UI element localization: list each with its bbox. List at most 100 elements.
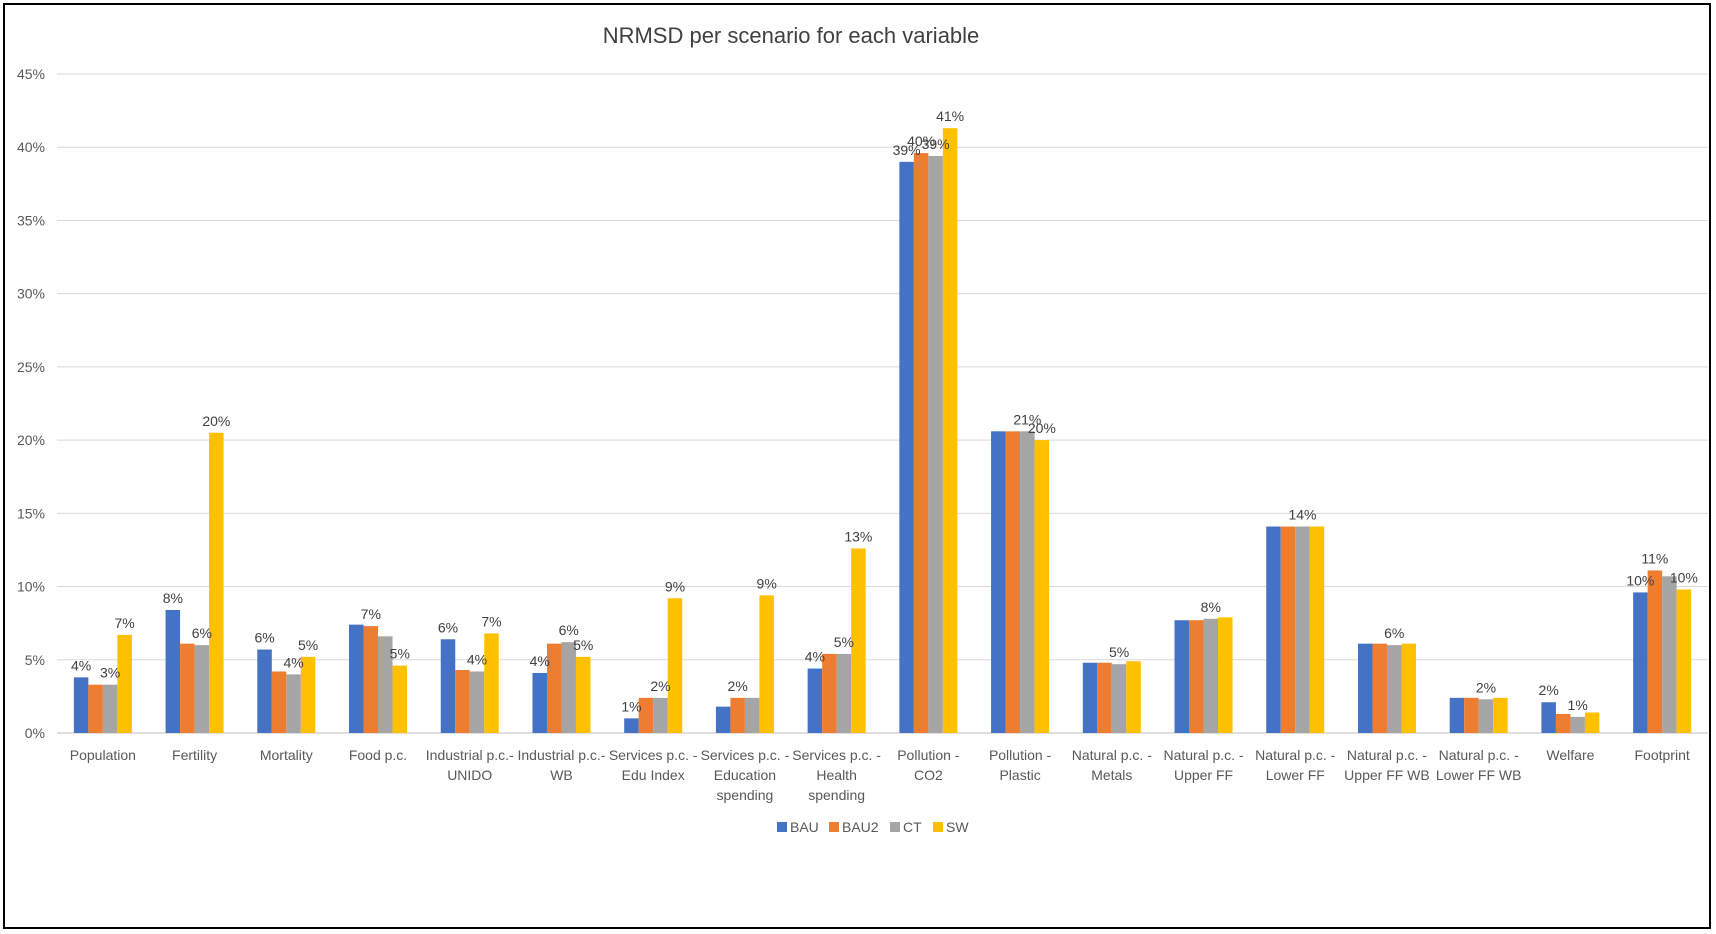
bar-bau-13	[1266, 526, 1281, 733]
bar-sw-2	[300, 656, 316, 733]
data-label: 2%	[650, 678, 670, 694]
bar-bau-1	[165, 609, 181, 733]
data-label: 4%	[530, 653, 550, 669]
data-label: 20%	[1028, 420, 1056, 436]
chart-title: NRMSD per scenario for each variable	[603, 23, 980, 48]
x-tick-label: Welfare	[1546, 747, 1594, 763]
bar-sw-6	[667, 598, 683, 733]
y-tick-label: 40%	[17, 139, 45, 155]
bar-bau-11	[1082, 662, 1098, 733]
bar-bau-6	[624, 718, 639, 733]
y-tick-label: 30%	[17, 286, 45, 302]
bar-bau2-13	[1280, 526, 1296, 733]
bar-sw-14	[1401, 643, 1416, 733]
data-label: 9%	[757, 575, 777, 591]
data-label: 10%	[1626, 572, 1654, 588]
bar-ct-1	[194, 645, 210, 733]
legend-swatch-sw	[933, 822, 943, 832]
data-label: 5%	[390, 646, 410, 662]
x-tick-label: Natural p.c. -Upper FF	[1163, 747, 1243, 783]
bar-ct-9	[928, 156, 943, 733]
bar-bau2-17	[1647, 570, 1663, 733]
bar-ct-11	[1111, 664, 1127, 733]
bar-sw-1	[209, 432, 224, 733]
bar-sw-5	[575, 656, 591, 733]
bar-bau-0	[73, 677, 89, 733]
data-label: 6%	[254, 630, 274, 646]
data-label: 6%	[1384, 625, 1404, 641]
bar-ct-0	[102, 684, 118, 733]
data-label: 6%	[559, 622, 579, 638]
legend-label-sw: SW	[946, 819, 969, 835]
x-tick-label: Food p.c.	[349, 747, 407, 763]
x-tick-label: Natural p.c. -Lower FF WB	[1436, 747, 1522, 783]
bar-bau2-4	[455, 670, 470, 733]
bar-bau-16	[1541, 702, 1556, 733]
data-label: 4%	[283, 654, 303, 670]
bar-ct-2	[286, 674, 301, 733]
x-tick-label: Pollution -Plastic	[989, 747, 1052, 783]
bar-bau-15	[1449, 697, 1465, 733]
bar-sw-11	[1126, 661, 1141, 733]
x-tick-label: Population	[70, 747, 136, 763]
bar-ct-15	[1478, 699, 1494, 733]
y-tick-label: 0%	[25, 725, 45, 741]
y-tick-label: 35%	[17, 212, 45, 228]
bar-bau2-1	[180, 643, 195, 733]
data-label: 1%	[621, 698, 641, 714]
bar-sw-4	[484, 633, 499, 733]
legend-swatch-bau2	[829, 822, 839, 832]
x-tick-label: Services p.c. -Edu Index	[609, 747, 698, 783]
data-label: 13%	[844, 528, 872, 544]
bar-ct-10	[1020, 431, 1035, 733]
data-label: 2%	[728, 678, 748, 694]
data-label: 5%	[298, 637, 318, 653]
bar-bau-12	[1174, 620, 1190, 733]
bar-bau-9	[899, 161, 914, 733]
x-tick-label: Services p.c. -Education spending	[701, 747, 790, 803]
bar-ct-13	[1295, 526, 1310, 733]
bar-bau2-11	[1097, 662, 1112, 733]
gridlines: 0% 5% 10% 15% 20% 25% 30% 35% 40% 45%	[17, 66, 1708, 741]
bar-sw-13	[1309, 526, 1325, 733]
bar-sw-8	[851, 548, 866, 733]
x-tick-label: Industrial p.c.-WB	[518, 747, 606, 783]
data-label: 4%	[467, 651, 487, 667]
bar-ct-5	[561, 642, 576, 733]
bar-bau2-12	[1189, 620, 1204, 733]
legend-label-ct: CT	[903, 819, 922, 835]
bar-bau-3	[349, 624, 364, 733]
bar-ct-8	[836, 653, 852, 733]
data-label: 41%	[936, 108, 964, 124]
bar-bau-10	[991, 431, 1006, 733]
bar-bau-2	[257, 649, 272, 733]
bar-ct-7	[744, 697, 760, 733]
x-tick-label: Services p.c. -Health spending	[792, 747, 881, 803]
chart-frame: NRMSD per scenario for each variable 0% 5…	[3, 3, 1711, 929]
bar-bau2-14	[1372, 643, 1387, 733]
data-label: 4%	[71, 657, 91, 673]
data-label: 6%	[192, 625, 212, 641]
data-label: 7%	[114, 615, 134, 631]
bar-bau2-8	[822, 653, 837, 733]
x-tick-label: Fertility	[172, 747, 217, 763]
data-label: 6%	[438, 619, 458, 635]
bar-bau2-6	[638, 697, 654, 733]
bar-bau2-0	[88, 684, 103, 733]
y-tick-label: 15%	[17, 505, 45, 521]
data-label: 3%	[100, 665, 120, 681]
x-tick-label: Natural p.c. -Lower FF	[1255, 747, 1335, 783]
bar-sw-0	[117, 634, 132, 733]
bar-ct-14	[1386, 645, 1402, 733]
data-label: 7%	[481, 613, 501, 629]
data-label: 39%	[893, 142, 921, 158]
bar-bau2-3	[363, 626, 379, 733]
y-tick-label: 20%	[17, 432, 45, 448]
legend-label-bau2: BAU2	[842, 819, 879, 835]
data-label: 1%	[1568, 697, 1588, 713]
bar-bau2-15	[1464, 697, 1479, 733]
bar-bau-17	[1633, 592, 1648, 733]
bars	[73, 128, 1692, 733]
bar-ct-16	[1570, 716, 1585, 733]
data-label: 40%	[907, 133, 935, 149]
